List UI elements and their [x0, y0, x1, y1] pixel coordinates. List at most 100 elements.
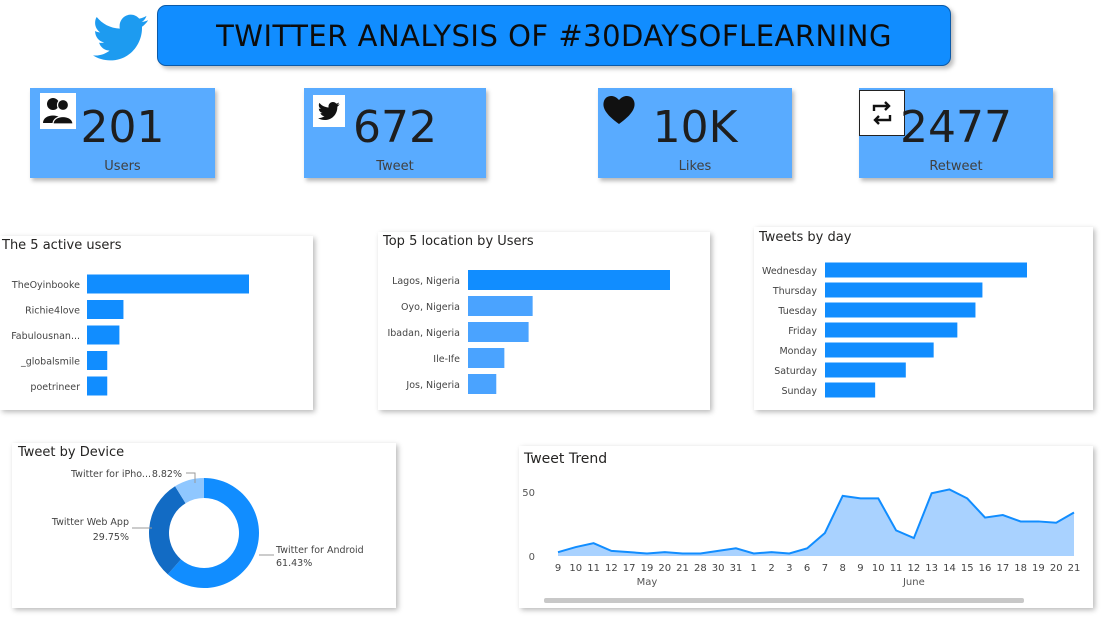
kpi-retweets-value: 2477 — [900, 102, 1012, 153]
bar-label: _globalsmile — [20, 357, 80, 368]
slice-name: Twitter Web App — [51, 517, 129, 528]
heart-icon — [601, 92, 637, 128]
active-users-title: The 5 active users — [2, 238, 122, 253]
x-tick-label: 30 — [712, 563, 725, 574]
bar — [468, 296, 533, 316]
x-tick-label: 9 — [555, 563, 561, 574]
bar-label: Ile-Ife — [433, 354, 460, 365]
x-tick-label: 9 — [857, 563, 863, 574]
month-label: May — [637, 577, 658, 588]
kpi-tweets-label: Tweet — [376, 159, 414, 174]
tweets-by-day-card: Tweets by day Wednesday Thursday Tuesday Fr… — [754, 227, 1093, 410]
tweet-by-device-card: Tweet by Device Twitter for Android 61.43… — [12, 443, 396, 608]
bar-label: Thursday — [772, 286, 818, 297]
x-tick-label: 12 — [605, 563, 618, 574]
x-tick-label: 10 — [872, 563, 885, 574]
x-tick-label: 1 — [751, 563, 757, 574]
tweets-by-day-title: Tweets by day — [759, 230, 852, 245]
x-tick-label: 13 — [925, 563, 938, 574]
x-tick-label: 8 — [840, 563, 846, 574]
month-label: June — [902, 577, 925, 588]
y-tick-label: 50 — [522, 488, 535, 499]
retweet-icon — [859, 90, 905, 136]
x-tick-label: 21 — [1068, 563, 1081, 574]
bar — [87, 325, 120, 345]
bar-label: Jos, Nigeria — [405, 380, 460, 391]
bar — [825, 382, 876, 398]
horizontal-scrollbar[interactable] — [544, 598, 1024, 603]
y-tick-label: 0 — [529, 552, 535, 563]
x-tick-label: 20 — [1050, 563, 1063, 574]
x-tick-label: 17 — [996, 563, 1009, 574]
kpi-users-label: Users — [104, 159, 141, 174]
bar-label: Lagos, Nigeria — [392, 276, 460, 287]
bar-label: Richie4love — [25, 306, 80, 317]
x-tick-label: 11 — [587, 563, 600, 574]
x-tick-label: 3 — [786, 563, 792, 574]
bar — [825, 262, 1027, 278]
tweets-by-day-chart: Wednesday Thursday Tuesday Friday Monday Satu… — [762, 262, 1027, 398]
bar-label: Monday — [779, 346, 817, 357]
top-locations-chart: Lagos, Nigeria Oyo, Nigeria Ibadan, Nigeri… — [387, 270, 670, 394]
bar — [468, 348, 505, 368]
kpi-users-value: 201 — [80, 102, 165, 153]
bar-label: Tuesday — [777, 306, 817, 317]
tweet-by-device-title: Tweet by Device — [18, 445, 125, 460]
kpi-tweets-value: 672 — [353, 102, 437, 153]
leader-line — [186, 472, 196, 483]
slice-percent: 29.75% — [93, 532, 129, 543]
bar — [468, 322, 529, 342]
kpi-likes-value: 10K — [652, 102, 738, 153]
active-users-chart: TheOyinbooke Richie4love Fabulousnan... _gl… — [11, 274, 249, 396]
x-tick-label: 20 — [658, 563, 671, 574]
x-tick-label: 21 — [676, 563, 689, 574]
x-tick-label: 31 — [730, 563, 743, 574]
x-tick-label: 19 — [641, 563, 654, 574]
bar — [825, 342, 934, 358]
kpi-retweets-label: Retweet — [929, 159, 983, 174]
bar-label: Saturday — [774, 366, 817, 377]
bar — [87, 274, 249, 294]
bar — [825, 362, 906, 378]
tweet-trend-card: Tweet Trend 0 50 9 10 11 12 17 19 20 21 28 30 31 1 2 3 6… — [519, 446, 1093, 608]
page-title: TWITTER ANALYSIS OF #30DAYSOFLEARNING — [157, 5, 951, 66]
bar — [825, 322, 958, 338]
tweet-by-device-chart: Twitter for Android 61.43% Twitter Web App… — [51, 469, 364, 588]
top-locations-card: Top 5 location by Users Lagos, Nigeria Oy… — [378, 232, 710, 410]
x-tick-label: 11 — [890, 563, 903, 574]
slice-name: Twitter for iPho... — [70, 469, 151, 480]
active-users-card: The 5 active users TheOyinbooke Richie4lo… — [0, 236, 313, 410]
donut-slice — [167, 478, 259, 588]
slice-percent: 61.43% — [276, 558, 312, 569]
bar-label: Wednesday — [762, 266, 817, 277]
kpi-card-users: 201 Users — [30, 88, 215, 178]
slice-name: Twitter for Android — [275, 545, 364, 556]
x-tick-label: 17 — [623, 563, 636, 574]
x-tick-label: 16 — [979, 563, 992, 574]
x-tick-label: 12 — [907, 563, 920, 574]
bar-label: poetrineer — [30, 382, 80, 393]
x-tick-label: 15 — [961, 563, 974, 574]
x-tick-label: 2 — [768, 563, 774, 574]
bar-label: Oyo, Nigeria — [401, 302, 460, 313]
tweet-trend-title: Tweet Trend — [524, 451, 608, 467]
bar-label: Friday — [788, 326, 817, 337]
bar — [87, 376, 108, 396]
twitter-bird-icon — [313, 95, 345, 127]
bar-label: Sunday — [781, 386, 817, 397]
users-icon — [40, 93, 76, 129]
twitter-bird-icon — [92, 14, 149, 66]
x-tick-label: 7 — [822, 563, 828, 574]
top-locations-title: Top 5 location by Users — [383, 234, 534, 249]
x-tick-label: 19 — [1032, 563, 1045, 574]
x-tick-label: 28 — [694, 563, 707, 574]
bar — [468, 374, 497, 394]
x-tick-label: 18 — [1014, 563, 1027, 574]
x-tick-label: 10 — [569, 563, 582, 574]
kpi-card-likes: 10K Likes — [598, 88, 792, 178]
bar-label: Ibadan, Nigeria — [387, 328, 460, 339]
bar — [825, 302, 976, 318]
donut-slice — [175, 478, 204, 504]
x-tick-label: 14 — [943, 563, 956, 574]
